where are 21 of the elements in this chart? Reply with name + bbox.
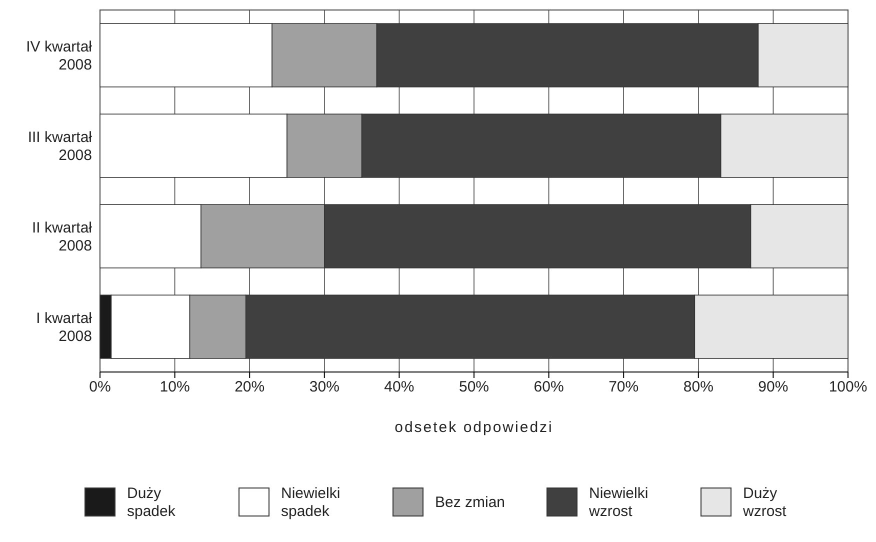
legend-label: Niewielki spadek: [281, 485, 340, 520]
x-tick-label: 10%: [160, 378, 190, 396]
legend-label: Duży wzrost: [742, 485, 788, 520]
x-tick-label: 0%: [89, 378, 111, 396]
x-tick-label: 60%: [534, 378, 564, 396]
y-tick-label: III kwartał 2008: [28, 128, 93, 164]
x-tick-label: 100%: [828, 378, 868, 396]
x-tick-label: 70%: [608, 378, 639, 396]
legend-label: Bez zmian: [435, 494, 506, 511]
x-tick-label: 90%: [758, 378, 788, 396]
x-tick-label: 40%: [384, 378, 414, 396]
x-tick-label: 80%: [683, 378, 714, 396]
x-tick-label: 50%: [458, 378, 490, 396]
x-tick-label: 20%: [234, 378, 265, 396]
y-tick-label: II kwartał 2008: [32, 219, 93, 254]
x-axis-title: odsetek odpowiedzi: [394, 419, 554, 436]
legend-label: Duży spadek: [127, 485, 176, 520]
y-tick-label: I kwartał 2008: [36, 310, 93, 345]
y-tick-label: IV kwartał 2008: [26, 38, 93, 74]
x-tick-label: 30%: [309, 378, 340, 396]
legend-label: Niewielki wzrost: [588, 485, 648, 520]
